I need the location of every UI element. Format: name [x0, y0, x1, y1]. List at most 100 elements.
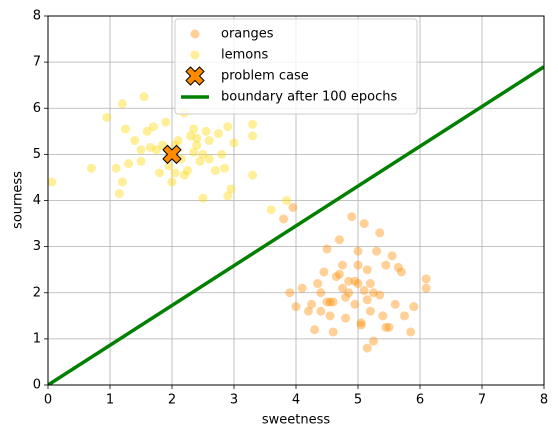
scatter-point — [266, 205, 276, 215]
scatter-point — [223, 191, 233, 201]
scatter-point — [338, 283, 347, 293]
scatter-point — [47, 177, 57, 187]
x-axis-label: sweetness — [262, 413, 331, 428]
scatter-point — [359, 285, 369, 295]
boundary-line — [48, 65, 544, 385]
scatter-point — [130, 136, 140, 146]
scatter-point — [328, 327, 338, 337]
scatter-point — [198, 149, 208, 159]
scatter-point — [381, 260, 391, 270]
legend-label: lemons — [221, 48, 268, 63]
scatter-point — [220, 163, 230, 173]
scatter-point — [347, 212, 357, 222]
scatter-point — [338, 260, 347, 270]
scatter-point — [204, 136, 214, 146]
scatter-point — [356, 318, 366, 328]
scatter-point — [161, 117, 171, 127]
scatter-point — [155, 168, 165, 178]
scatter-point — [136, 156, 146, 166]
scatter-point — [148, 122, 158, 132]
scatter-point — [365, 306, 375, 316]
scatter-point — [369, 288, 378, 298]
scatter-point — [192, 133, 202, 143]
x-tick-label: 8 — [540, 393, 548, 408]
scatter-point — [183, 166, 192, 176]
scatter-point — [341, 313, 351, 323]
scatter-point — [285, 288, 295, 298]
scatter-point — [378, 311, 388, 321]
scatter-point — [186, 131, 196, 141]
scatter-point — [102, 112, 112, 122]
scatter-point — [303, 306, 313, 316]
scatter-point — [223, 122, 233, 132]
scatter-point — [375, 290, 385, 300]
scatter-point — [356, 320, 366, 330]
scatter-point — [310, 325, 320, 335]
scatter-point — [136, 145, 146, 155]
scatter-point — [316, 288, 326, 298]
y-tick-label: 4 — [33, 193, 41, 208]
problem-marker — [162, 144, 182, 165]
scatter-point — [142, 126, 152, 136]
scatter-point — [198, 193, 208, 203]
scatter-point — [393, 262, 403, 272]
scatter-point — [201, 126, 211, 136]
scatter-point — [362, 295, 372, 305]
scatter-point — [365, 279, 375, 289]
scatter-point — [387, 251, 397, 261]
scatter-point — [145, 142, 155, 152]
scatter-point — [350, 276, 360, 286]
scatter-point — [334, 235, 344, 245]
scatter-point — [353, 246, 363, 256]
scatter-point — [307, 299, 316, 309]
y-tick-label: 3 — [33, 239, 41, 254]
scatter-point — [204, 154, 214, 164]
scatter-point — [344, 276, 354, 286]
y-tick-label: 1 — [33, 331, 41, 346]
scatter-point — [331, 272, 341, 282]
scatter-point — [325, 311, 335, 321]
scatter-point — [288, 202, 298, 212]
scatter-point — [114, 189, 124, 199]
scatter-point — [179, 170, 189, 180]
y-tick-label: 8 — [33, 9, 41, 24]
scatter-point — [353, 260, 363, 270]
scatter-point — [362, 343, 372, 353]
x-tick-label: 0 — [44, 393, 52, 408]
scatter-point — [381, 322, 391, 332]
x-tick-label: 7 — [478, 393, 486, 408]
y-tick-label: 2 — [33, 285, 41, 300]
scatter-point — [248, 170, 258, 180]
scatter-point — [319, 267, 329, 277]
scatter-point — [421, 274, 431, 284]
scatter-point — [86, 163, 96, 173]
scatter-point — [124, 159, 134, 169]
scatter-point — [282, 196, 292, 205]
scatter-point — [173, 136, 183, 146]
scatter-point — [117, 177, 127, 187]
legend-label: boundary after 100 epochs — [221, 90, 397, 105]
scatter-point — [170, 168, 180, 178]
scatter-point — [396, 267, 406, 277]
scatter-point — [375, 228, 385, 238]
legend-swatch — [190, 29, 200, 39]
scatter-point — [164, 161, 174, 171]
scatter-point — [217, 149, 227, 159]
x-tick-label: 5 — [354, 393, 362, 408]
scatter-point — [248, 119, 258, 129]
scatter-point — [313, 279, 323, 289]
y-axis-label: sourness — [11, 171, 26, 229]
scatter-point — [369, 336, 378, 346]
scatter-point — [279, 214, 289, 224]
scatter-point — [195, 156, 205, 166]
scatter-point — [322, 297, 332, 307]
legend-label: problem case — [221, 69, 309, 84]
scatter-point — [384, 322, 394, 332]
scatter-point — [421, 283, 431, 293]
scatter-point — [406, 327, 416, 337]
scatter-point — [400, 311, 409, 321]
scatter-point — [344, 288, 354, 298]
scatter-point — [111, 163, 121, 173]
y-tick-label: 6 — [33, 101, 41, 116]
